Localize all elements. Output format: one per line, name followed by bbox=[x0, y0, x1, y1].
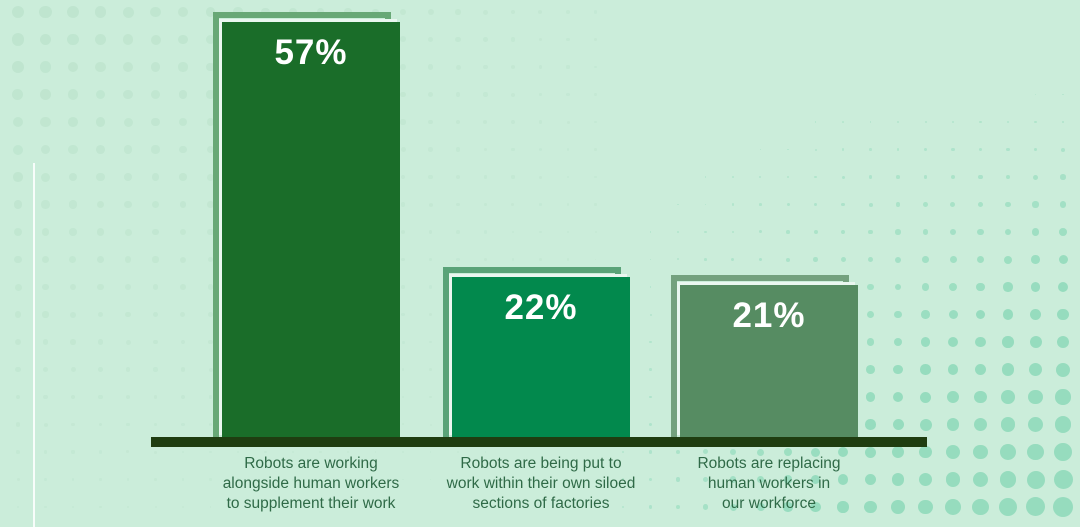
bar-value-label: 21% bbox=[732, 296, 806, 335]
vertical-accent-line bbox=[33, 163, 35, 527]
category-label-line: to supplement their work bbox=[226, 495, 396, 512]
category-label-line: sections of factories bbox=[472, 495, 610, 512]
category-label-supplement: Robots are working alongside human worke… bbox=[186, 454, 436, 514]
category-label-line: human workers in bbox=[707, 475, 831, 492]
bar-value-label: 22% bbox=[504, 288, 578, 327]
bar-21-percent: 21% bbox=[680, 285, 858, 438]
category-label-line: work within their own siloed bbox=[446, 475, 636, 492]
category-label-replacing: Robots are replacing human workers in ou… bbox=[644, 454, 894, 514]
bar-57-percent: 57% bbox=[222, 22, 400, 438]
category-label-line: alongside human workers bbox=[222, 475, 400, 492]
chart-baseline bbox=[151, 437, 927, 447]
bar-group-replacing: 21% bbox=[671, 275, 858, 438]
category-label-siloed: Robots are being put to work within thei… bbox=[416, 454, 666, 514]
category-label-line: Robots are replacing bbox=[697, 455, 841, 472]
category-label-line: Robots are working bbox=[244, 455, 378, 472]
bar-22-percent: 22% bbox=[452, 277, 630, 438]
bar-group-supplement: 57% bbox=[213, 12, 400, 438]
bar-value-label: 57% bbox=[274, 33, 348, 72]
bar-group-siloed: 22% bbox=[443, 267, 630, 438]
category-label-line: Robots are being put to bbox=[460, 455, 622, 472]
category-label-line: our workforce bbox=[722, 495, 816, 512]
